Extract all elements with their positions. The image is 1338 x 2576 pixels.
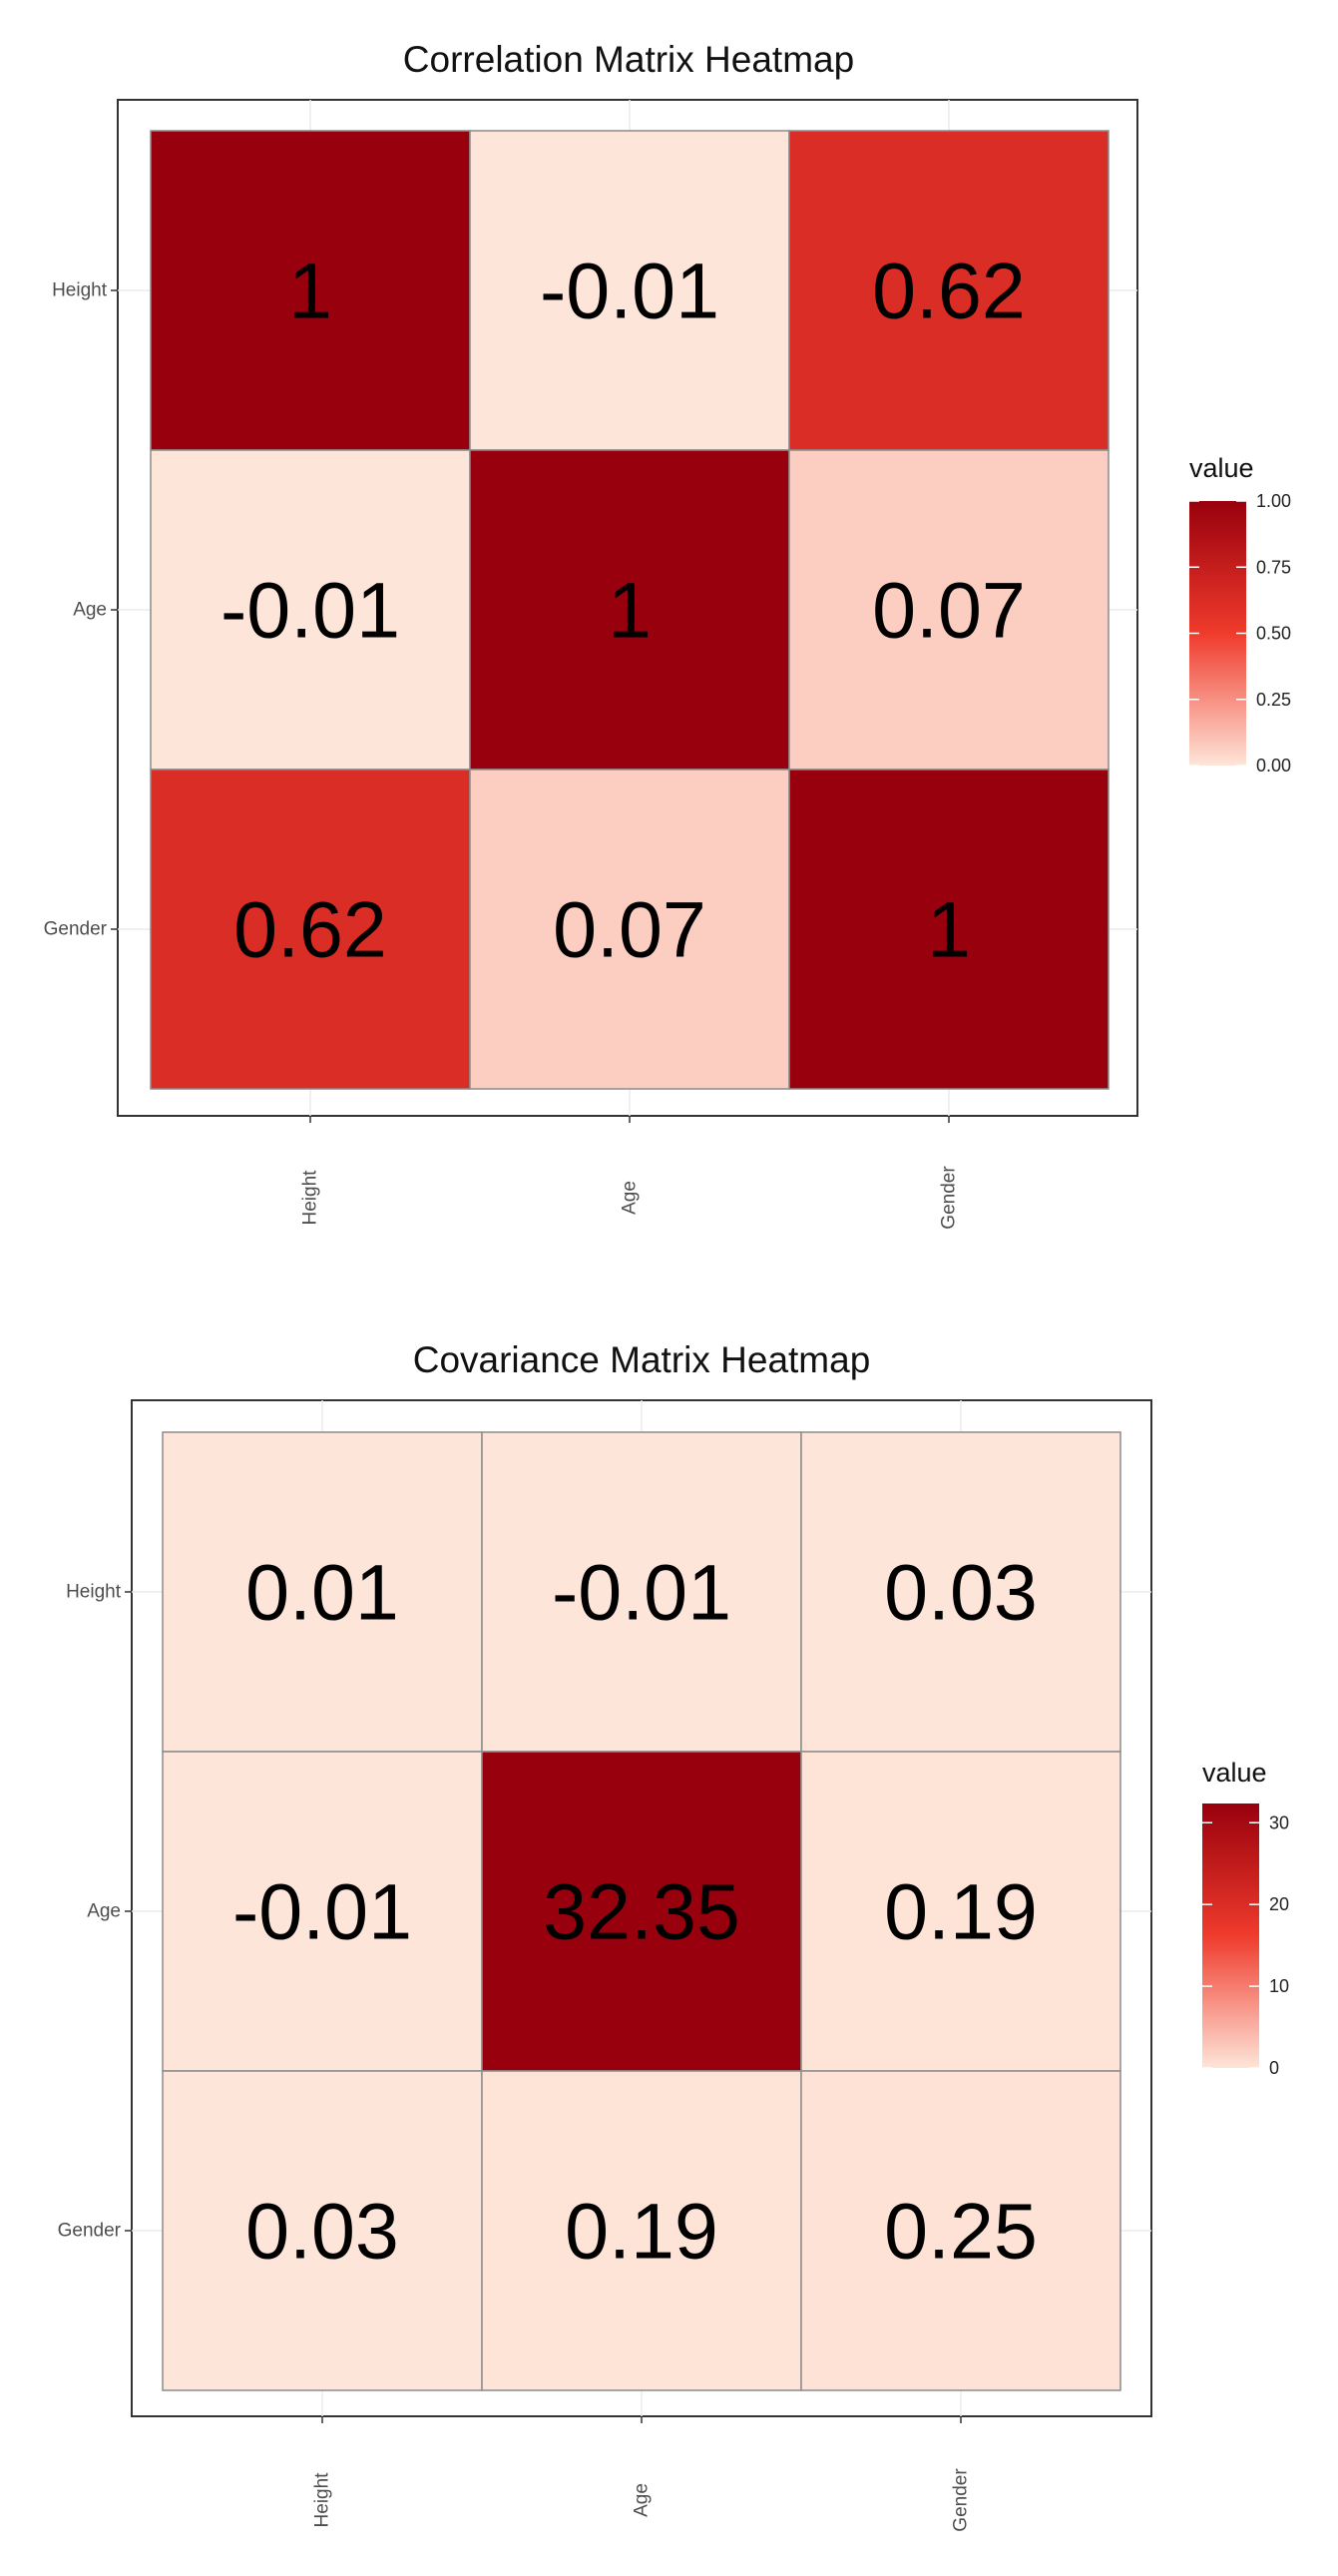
correlation-tile-age-height	[150, 449, 471, 771]
covariance-tile-age-height	[162, 1751, 483, 2072]
covariance-legend-tick-label: 0	[1269, 2058, 1279, 2078]
covariance-legend-tick-label: 20	[1269, 1894, 1289, 1914]
covariance-cell-label: -0.01	[552, 1548, 731, 1637]
correlation-cell-label: -0.01	[221, 566, 400, 655]
covariance-tile-gender-height	[162, 2070, 483, 2391]
correlation-x-tick-label: Height	[300, 1170, 321, 1226]
correlation-heatmap: Correlation Matrix Heatmap 1 -0.01 0.62 -0.0…	[44, 39, 1291, 1230]
correlation-cell-label: 0.62	[872, 247, 1026, 335]
covariance-tile-gender-age	[481, 2070, 802, 2391]
correlation-cell-label: 1	[608, 566, 652, 655]
covariance-legend-colorbar	[1202, 1803, 1259, 2068]
correlation-tile-gender-gender	[788, 769, 1110, 1090]
covariance-tile-height-age	[481, 1431, 802, 1753]
covariance-tile-age-gender	[800, 1751, 1121, 2072]
covariance-cell-label: 0.03	[245, 2187, 399, 2276]
correlation-cell-label: -0.01	[540, 247, 719, 335]
correlation-tile-height-gender	[788, 130, 1110, 451]
correlation-tile-age-gender	[788, 449, 1110, 771]
covariance-tile-height-gender	[800, 1431, 1121, 1753]
covariance-legend-title: value	[1202, 1758, 1267, 1788]
correlation-chart-title: Correlation Matrix Heatmap	[403, 39, 854, 80]
covariance-legend-tick-label: 10	[1269, 1976, 1289, 1996]
correlation-tile-height-age	[469, 130, 790, 451]
correlation-cell-label: 0.07	[872, 566, 1026, 655]
correlation-tile-gender-height	[150, 769, 471, 1090]
covariance-tile-gender-gender	[800, 2070, 1121, 2391]
correlation-legend-tick-label: 0.75	[1256, 557, 1291, 577]
correlation-x-tick-label: Gender	[939, 1166, 960, 1230]
correlation-tile-age-age	[469, 449, 790, 771]
correlation-cell-label: 0.07	[553, 885, 706, 974]
covariance-x-tick-label: Height	[312, 2472, 333, 2528]
covariance-x-tick-label: Gender	[951, 2468, 972, 2532]
covariance-tile-age-age	[481, 1751, 802, 2072]
covariance-y-tick-label: Gender	[58, 2221, 122, 2242]
correlation-y-tick-label: Age	[73, 600, 107, 621]
covariance-heatmap: Covariance Matrix Heatmap 0.01 -0.01 0.03 -0…	[58, 1339, 1289, 2532]
correlation-legend-tick-label: 1.00	[1256, 491, 1291, 511]
correlation-cell-label: 1	[288, 247, 332, 335]
correlation-legend-tick-label: 0.25	[1256, 690, 1291, 710]
correlation-legend-tick-label: 0.00	[1256, 756, 1291, 775]
covariance-x-tick-label: Age	[632, 2483, 653, 2517]
covariance-y-tick-label: Height	[66, 1582, 122, 1603]
covariance-y-tick-label: Age	[87, 1901, 121, 1922]
correlation-legend-title: value	[1189, 453, 1254, 483]
covariance-legend: value 0 10 20 30	[1202, 1758, 1289, 2078]
correlation-legend: value 0.00 0.25 0.50 0.75 1.00	[1189, 453, 1291, 775]
covariance-cell-label: 0.19	[884, 1867, 1038, 1956]
covariance-cell-label: 0.19	[565, 2187, 718, 2276]
correlation-cell-label: 1	[927, 885, 971, 974]
correlation-cell-label: 0.62	[233, 885, 387, 974]
covariance-legend-tick-label: 30	[1269, 1812, 1289, 1832]
covariance-cell-label: 0.03	[884, 1548, 1038, 1637]
correlation-y-tick-label: Height	[52, 280, 108, 301]
covariance-cell-label: 32.35	[543, 1867, 740, 1956]
correlation-y-tick-label: Gender	[44, 919, 108, 940]
correlation-legend-tick-label: 0.50	[1256, 624, 1291, 644]
correlation-x-tick-label: Age	[620, 1181, 641, 1215]
covariance-chart-title: Covariance Matrix Heatmap	[413, 1339, 871, 1380]
covariance-tile-height-height	[162, 1431, 483, 1753]
covariance-cell-label: -0.01	[232, 1867, 412, 1956]
covariance-cell-label: 0.01	[245, 1548, 399, 1637]
covariance-cell-label: 0.25	[884, 2187, 1038, 2276]
correlation-tile-gender-age	[469, 769, 790, 1090]
